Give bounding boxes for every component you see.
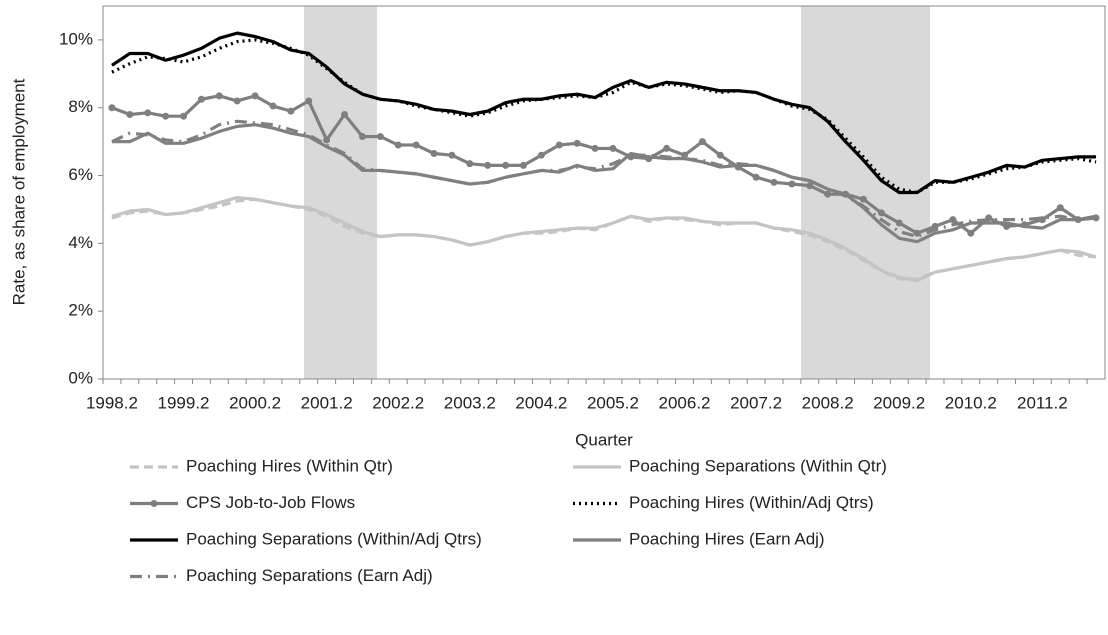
- series-line: [111, 197, 1097, 281]
- x-tick-label: 2003.2: [444, 393, 496, 412]
- plot-frame: [102, 5, 1106, 380]
- series-marker: [466, 160, 474, 168]
- x-tick-label: 2011.2: [1017, 393, 1068, 412]
- legend-label: Poaching Separations (Within Qtr): [629, 456, 887, 475]
- y-tick-label: 0%: [68, 368, 93, 387]
- series-marker: [734, 163, 742, 171]
- series-line: [111, 31, 1097, 195]
- y-axis-title: Rate, as share of employment: [9, 78, 28, 305]
- series-marker: [931, 222, 939, 230]
- series-marker: [448, 151, 456, 159]
- series-marker: [895, 219, 903, 227]
- series-marker: [609, 144, 617, 152]
- series-marker: [985, 214, 993, 222]
- x-tick-label: 2005.2: [587, 393, 639, 412]
- legend-label: CPS Job-to-Job Flows: [186, 493, 355, 512]
- series-marker: [842, 190, 850, 198]
- series-line: [111, 119, 1097, 239]
- series-marker: [1092, 214, 1100, 222]
- x-tick-label: 2001.2: [301, 393, 353, 412]
- legend-label: Poaching Separations (Within/Adj Qtrs): [186, 529, 482, 548]
- series-marker: [126, 111, 134, 119]
- series-marker: [1038, 216, 1046, 224]
- series-marker: [806, 182, 814, 190]
- series-marker: [108, 104, 116, 112]
- y-tick-label: 8%: [68, 97, 93, 116]
- series-marker: [305, 97, 313, 105]
- recession-band: [304, 6, 377, 379]
- series-marker: [555, 141, 563, 149]
- series-marker: [144, 109, 152, 117]
- series-marker: [251, 92, 259, 100]
- series-marker: [573, 139, 581, 147]
- series-marker: [681, 151, 689, 159]
- series-marker: [376, 133, 384, 141]
- series-marker: [788, 180, 796, 188]
- x-tick-label: 2002.2: [372, 393, 424, 412]
- y-tick-label: 6%: [68, 165, 93, 184]
- series-marker: [323, 136, 331, 144]
- series-marker: [770, 178, 778, 186]
- series-marker: [967, 229, 975, 237]
- series-marker: [645, 155, 653, 163]
- series-marker: [877, 209, 885, 217]
- series-marker: [412, 141, 420, 149]
- series-marker: [1003, 222, 1011, 230]
- legend-label: Poaching Hires (Within/Adj Qtrs): [629, 493, 874, 512]
- y-tick-label: 10%: [59, 29, 93, 48]
- series-marker: [627, 153, 635, 161]
- x-tick-label: 2009.2: [873, 393, 925, 412]
- series-marker: [197, 95, 205, 103]
- series-marker: [269, 102, 277, 110]
- x-tick-label: 2008.2: [802, 393, 854, 412]
- series-marker: [394, 141, 402, 149]
- series-line: [111, 94, 1097, 235]
- x-tick-label: 2000.2: [229, 393, 281, 412]
- series-marker: [824, 190, 832, 198]
- x-tick-label: 2010.2: [945, 393, 997, 412]
- legend-marker: [150, 500, 158, 507]
- series-marker: [1056, 204, 1064, 212]
- legend-label: Poaching Hires (Within Qtr): [186, 456, 393, 475]
- series-marker: [859, 195, 867, 203]
- legend-label: Poaching Hires (Earn Adj): [629, 529, 825, 548]
- series-marker: [1074, 216, 1082, 224]
- series-marker: [162, 112, 170, 120]
- series-line: [111, 195, 1097, 283]
- x-tick-label: 2007.2: [730, 393, 782, 412]
- series-marker: [716, 151, 724, 159]
- series-marker: [913, 229, 921, 237]
- x-axis-title: Quarter: [575, 430, 633, 449]
- series-marker: [663, 144, 671, 152]
- series-marker: [502, 161, 510, 169]
- series-marker: [341, 111, 349, 119]
- series-marker: [233, 97, 241, 105]
- x-tick-label: 1999.2: [158, 393, 210, 412]
- x-tick-label: 1998.2: [86, 393, 138, 412]
- series-marker: [698, 138, 706, 146]
- y-tick-label: 2%: [68, 301, 93, 320]
- y-tick-label: 4%: [68, 233, 93, 252]
- series-marker: [1020, 221, 1028, 229]
- series-marker: [430, 150, 438, 158]
- series-marker: [519, 161, 527, 169]
- series-marker: [358, 133, 366, 141]
- series-marker: [287, 107, 295, 115]
- series-line: [111, 123, 1097, 244]
- series-marker: [949, 216, 957, 224]
- x-tick-label: 2006.2: [659, 393, 711, 412]
- legend-label: Poaching Separations (Earn Adj): [186, 566, 433, 585]
- series-marker: [180, 112, 188, 120]
- series-marker: [537, 151, 545, 159]
- series-marker: [752, 173, 760, 181]
- series-marker: [484, 161, 492, 169]
- series-marker: [215, 92, 223, 100]
- series-marker: [591, 144, 599, 152]
- x-tick-label: 2004.2: [515, 393, 567, 412]
